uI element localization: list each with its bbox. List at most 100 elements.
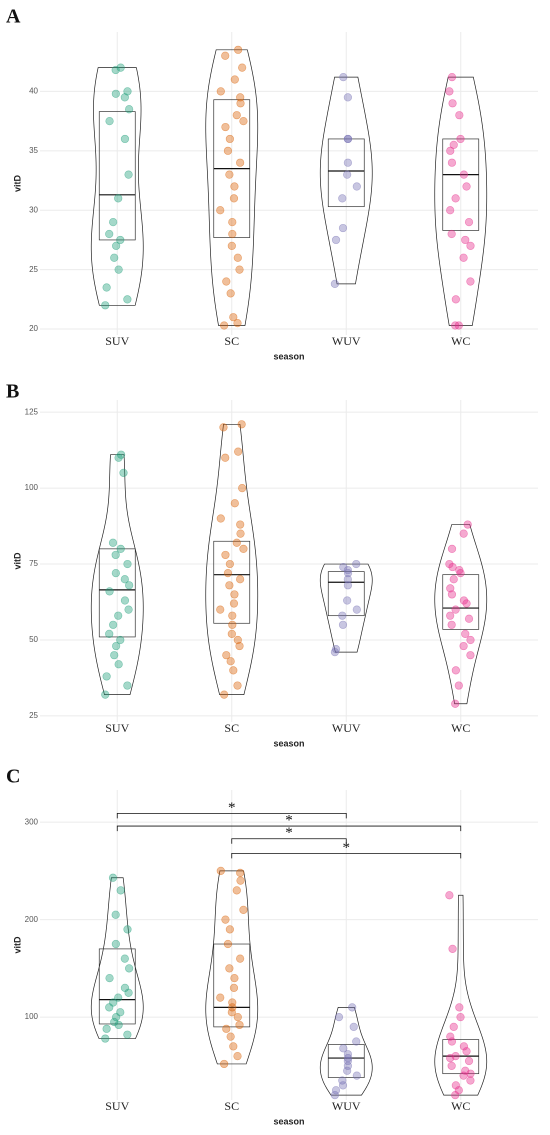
y-axis-label: vitD [12, 175, 22, 193]
point [112, 241, 121, 250]
x-axis-label: season [273, 1116, 304, 1126]
point [110, 253, 119, 262]
point [447, 158, 457, 167]
point [466, 241, 475, 250]
y-tick-label: 300 [25, 817, 39, 826]
point [455, 1003, 464, 1012]
x-tick-label: SUV [105, 1099, 129, 1113]
point [459, 641, 468, 651]
point [124, 605, 133, 614]
point [236, 93, 245, 102]
point [102, 283, 111, 292]
point [446, 611, 455, 620]
x-tick-label: SUV [105, 721, 129, 735]
point [116, 63, 125, 72]
point [461, 629, 470, 639]
panel: A 20 25 30 35 40 vitD season SUV SC WUV WC [6, 6, 538, 361]
point [116, 544, 125, 553]
point [216, 87, 225, 96]
point [466, 635, 475, 645]
point [120, 954, 129, 963]
point [445, 87, 454, 96]
point [448, 562, 457, 572]
point [111, 569, 120, 578]
point [238, 63, 247, 72]
point [447, 229, 456, 239]
y-tick-label: 25 [29, 711, 38, 720]
point [229, 313, 238, 322]
point [116, 235, 125, 245]
point [334, 1013, 344, 1022]
x-tick-label: WC [451, 1099, 470, 1113]
point [116, 635, 125, 645]
point [459, 596, 469, 605]
point [338, 620, 348, 629]
point [339, 562, 348, 572]
point [343, 575, 352, 584]
point [233, 1013, 242, 1022]
point [102, 1024, 111, 1033]
y-tick-label: 75 [29, 559, 38, 568]
point [101, 1034, 110, 1043]
point [236, 99, 245, 108]
point [338, 1076, 347, 1085]
point [225, 559, 234, 569]
point [352, 1071, 361, 1080]
point [101, 301, 110, 310]
point [352, 182, 361, 191]
y-tick-label: 125 [25, 407, 39, 416]
point [221, 453, 230, 462]
point [230, 182, 239, 191]
point [349, 1022, 358, 1031]
point [123, 1030, 132, 1039]
point [225, 170, 234, 179]
x-tick-label: SC [224, 334, 239, 348]
y-tick-label: 40 [29, 87, 38, 96]
point [228, 1003, 237, 1012]
point [111, 910, 120, 919]
point [462, 1047, 471, 1056]
y-tick-label: 30 [29, 205, 38, 214]
point [220, 321, 229, 330]
point [120, 596, 130, 605]
point [343, 1056, 352, 1066]
point [461, 235, 470, 245]
point [331, 1086, 341, 1095]
point [232, 886, 241, 895]
point [120, 134, 130, 144]
point [105, 229, 114, 239]
point [105, 117, 114, 126]
point [225, 925, 234, 934]
point [123, 681, 132, 690]
x-tick-label: WUV [332, 334, 361, 348]
point [330, 279, 340, 289]
significance-label: * [343, 840, 351, 856]
point [445, 891, 454, 900]
point [447, 1061, 456, 1070]
point [120, 93, 129, 102]
point [352, 605, 361, 614]
point [466, 1076, 475, 1085]
point [221, 915, 230, 924]
point [236, 158, 245, 167]
point [331, 644, 341, 654]
bracket [116, 812, 347, 819]
point [117, 450, 126, 459]
box [213, 540, 251, 624]
point [447, 73, 457, 82]
point [111, 939, 120, 949]
point [235, 265, 244, 274]
point [109, 998, 118, 1007]
panel: B 25 50 75 100 125 vitD season SUV SC WUV WC [6, 381, 538, 748]
point [446, 206, 455, 215]
violin [434, 524, 488, 705]
point [464, 614, 474, 623]
point [216, 993, 225, 1002]
point [462, 182, 471, 191]
violin [319, 1007, 373, 1096]
point [232, 538, 241, 547]
point [464, 218, 474, 227]
x-tick-label: SC [224, 721, 239, 735]
point [227, 241, 236, 250]
